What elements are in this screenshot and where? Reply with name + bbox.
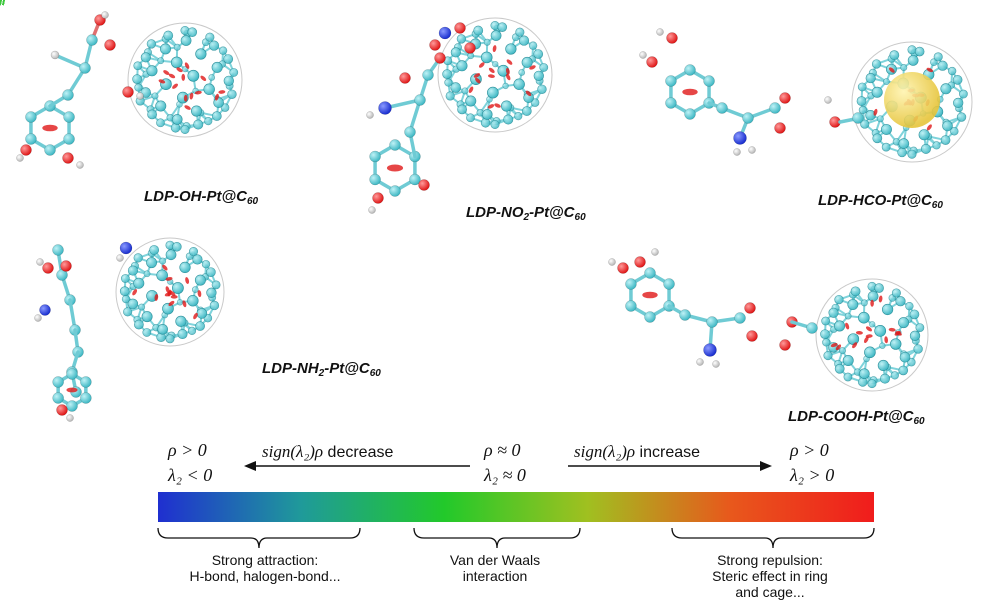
center-lambda-condition: λ₂ ≈ 0 <box>484 465 526 486</box>
right-rho-condition: ρ > 0 <box>790 440 829 461</box>
brace-repulsion <box>672 528 874 548</box>
label-ldp-no2: LDP-NO2-Pt@C60 <box>466 204 586 223</box>
region-strong-attraction: Strong attraction:H-bond, halogen-bond..… <box>150 552 380 584</box>
fullerene-2 <box>438 18 552 132</box>
center-rho-condition: ρ ≈ 0 <box>484 440 521 461</box>
label-ldp-nh2: LDP-NH2-Pt@C60 <box>262 360 381 379</box>
label-ldp-oh: LDP-OH-Pt@C60 <box>144 188 258 207</box>
left-lambda-condition: λ₂ < 0 <box>168 465 212 486</box>
fullerene-5 <box>816 279 928 391</box>
left-rho-condition: ρ > 0 <box>168 440 207 461</box>
right-lambda-condition: λ₂ > 0 <box>790 465 834 486</box>
fullerene-1 <box>128 23 242 137</box>
fullerene-4 <box>116 238 224 346</box>
increase-label: sign(λ₂)ρ increase <box>574 442 700 462</box>
label-ldp-cooh: LDP-COOH-Pt@C60 <box>788 408 925 427</box>
platinum-sphere <box>884 72 940 128</box>
decrease-label: sign(λ₂)ρ decrease <box>262 442 393 462</box>
color-scale-bar <box>158 492 874 522</box>
brace-van-der-waals <box>414 528 580 548</box>
brace-attraction <box>158 528 360 548</box>
label-ldp-hco: LDP-HCO-Pt@C60 <box>818 192 943 211</box>
